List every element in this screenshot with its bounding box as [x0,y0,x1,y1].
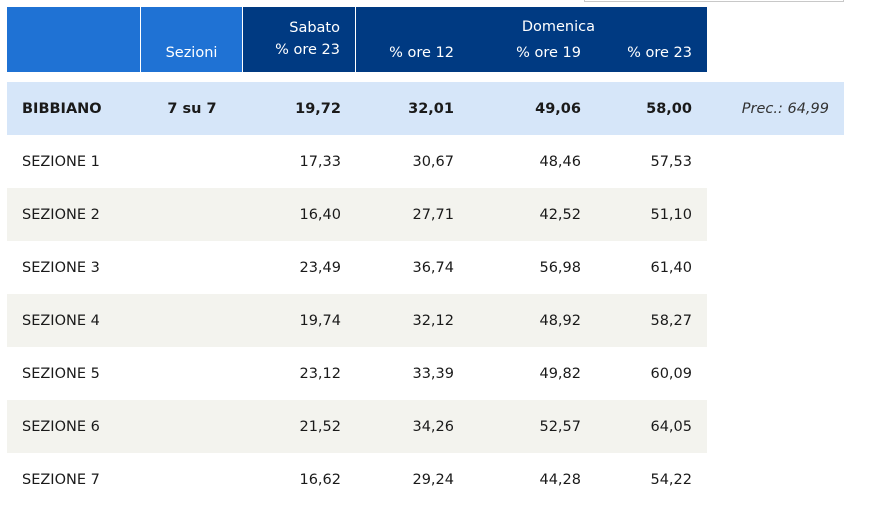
row-sab-23: 23,49 [299,259,341,276]
header-domenica-ore12: % ore 12 [389,45,454,61]
turnout-table: Sezioni Sabato % ore 23 Domenica % ore 1… [7,7,844,506]
total-prec: Prec.: 64,99 [741,100,829,117]
table-header: Sezioni Sabato % ore 23 Domenica % ore 1… [7,7,844,72]
total-dom-23: 58,00 [646,100,692,117]
row-sezioni [141,294,243,347]
row-dom-19: 56,98 [539,259,581,276]
row-name: SEZIONE 1 [22,153,100,170]
row-dom-23: 54,22 [650,471,692,488]
row-name: SEZIONE 5 [22,365,100,382]
row-dom-23: 58,27 [596,294,707,347]
row-sab-23: 21,52 [243,400,356,453]
table-row[interactable]: SEZIONE 7 16,62 29,24 44,28 54,22 [7,453,844,506]
row-dom-19: 49,82 [539,365,581,382]
row-sab-23: 16,40 [243,188,356,241]
search-box-edge[interactable] [584,0,844,2]
total-dom-12: 32,01 [408,100,454,117]
row-spacer [707,400,844,453]
row-dom-19: 52,57 [469,400,596,453]
table-row[interactable]: SEZIONE 3 23,49 36,74 56,98 61,40 [7,241,844,294]
total-sab-23: 19,72 [295,100,341,117]
row-name: SEZIONE 6 [7,400,141,453]
row-dom-23: 64,05 [596,400,707,453]
row-name: SEZIONE 7 [22,471,100,488]
row-spacer [707,135,844,188]
row-sezioni [141,241,243,294]
row-dom-12: 32,12 [356,294,469,347]
row-name: SEZIONE 2 [7,188,141,241]
header-blank-cell [7,7,141,72]
row-spacer [707,188,844,241]
table-row[interactable]: SEZIONE 2 16,40 27,71 42,52 51,10 [7,188,844,241]
table-row[interactable]: SEZIONE 5 23,12 33,39 49,82 60,09 [7,347,844,400]
header-sabato: Sabato % ore 23 [243,7,356,72]
row-spacer [707,347,844,400]
row-dom-12: 33,39 [412,365,454,382]
header-spacer [707,7,844,72]
row-sab-23: 16,62 [299,471,341,488]
row-spacer [707,294,844,347]
row-dom-19: 48,92 [469,294,596,347]
row-dom-23: 60,09 [650,365,692,382]
row-sab-23: 19,74 [243,294,356,347]
header-domenica-title: Domenica [521,19,595,35]
header-sabato-title: Sabato [289,20,340,36]
row-dom-19: 48,46 [539,153,581,170]
row-dom-23: 57,53 [650,153,692,170]
header-domenica-ore23: % ore 23 [627,45,692,61]
total-sezioni: 7 su 7 [167,100,217,117]
row-dom-12: 30,67 [412,153,454,170]
table-row[interactable]: SEZIONE 4 19,74 32,12 48,92 58,27 [7,294,844,347]
table-row[interactable]: SEZIONE 1 17,33 30,67 48,46 57,53 [7,135,844,188]
row-dom-12: 27,71 [356,188,469,241]
row-sezioni [141,188,243,241]
row-sezioni [141,347,243,400]
row-sab-23: 17,33 [299,153,341,170]
total-row[interactable]: BIBBIANO 7 su 7 19,72 32,01 49,06 58,00 … [7,82,844,135]
row-sezioni [141,400,243,453]
row-dom-12: 36,74 [412,259,454,276]
row-spacer [707,241,844,294]
total-dom-19: 49,06 [535,100,581,117]
row-dom-23: 51,10 [596,188,707,241]
row-dom-12: 34,26 [356,400,469,453]
header-domenica: Domenica % ore 12 % ore 19 % ore 23 [356,7,707,72]
row-name: SEZIONE 4 [7,294,141,347]
header-domenica-ore19: % ore 19 [516,45,581,61]
header-sabato-sub: % ore 23 [275,42,340,58]
row-dom-19: 44,28 [539,471,581,488]
header-sezioni: Sezioni [141,7,243,72]
row-dom-12: 29,24 [412,471,454,488]
row-sab-23: 23,12 [299,365,341,382]
row-dom-19: 42,52 [469,188,596,241]
row-sezioni [141,453,243,506]
row-spacer [707,453,844,506]
table-row[interactable]: SEZIONE 6 21,52 34,26 52,57 64,05 [7,400,844,453]
row-sezioni [141,135,243,188]
row-dom-23: 61,40 [650,259,692,276]
total-name: BIBBIANO [22,100,102,117]
row-name: SEZIONE 3 [22,259,100,276]
